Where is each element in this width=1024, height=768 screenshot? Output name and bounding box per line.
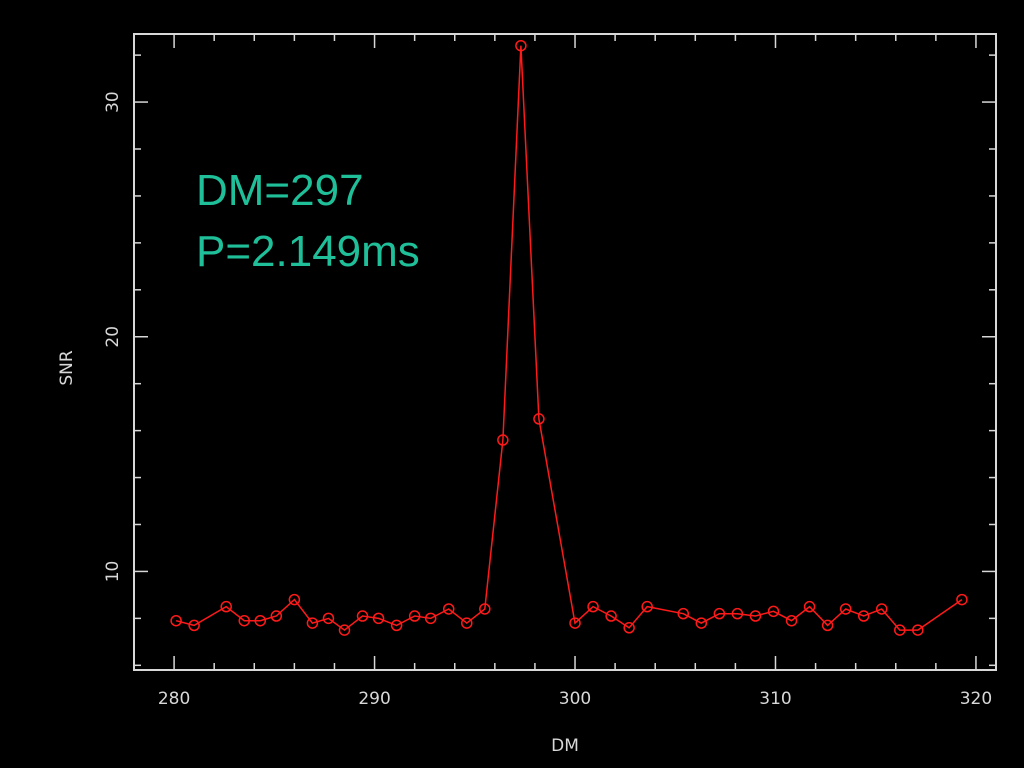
data-point [408,610,421,622]
data-point [875,603,888,615]
data-point [479,603,491,615]
axis-ticks [134,34,996,670]
data-point [497,434,509,446]
series-markers [170,39,968,636]
x-tick-label: 320 [960,689,992,709]
data-point [605,610,617,622]
axis-tick-labels: 280 290 300 310 320 10 20 30 [103,91,992,709]
data-point [749,610,762,622]
data-point [338,624,351,636]
data-point [270,610,283,622]
data-point [306,617,319,629]
data-point [677,607,690,620]
data-point [641,600,653,613]
data-point [515,39,527,52]
data-point [424,612,437,625]
data-point [533,413,545,425]
data-point [767,605,780,618]
data-point [839,603,852,615]
y-tick-label: 20 [103,326,123,348]
data-point [238,614,251,627]
data-point [372,612,385,625]
data-point [356,610,369,622]
x-tick-label: 300 [559,689,591,709]
data-point [390,619,403,632]
data-point [894,624,906,636]
data-point [288,593,301,606]
x-tick-label: 290 [358,689,390,709]
annotation-dm: DM=297 [196,166,364,215]
data-point [695,617,708,629]
data-point [322,612,335,625]
plot-frame [133,33,997,671]
data-point [442,603,455,615]
data-point [731,607,744,620]
data-point [803,600,816,613]
data-point [569,617,581,629]
data-point [170,614,182,627]
data-point [713,607,726,620]
data-point [785,614,798,627]
data-point [912,624,924,636]
data-point [623,622,635,634]
annotation-period: P=2.149ms [196,227,420,276]
y-axis-label: SNR [57,350,77,386]
data-point [220,600,232,613]
y-tick-label: 30 [103,91,123,113]
data-point [821,619,834,632]
series-line [175,45,963,632]
x-axis-label: DM [551,736,579,756]
x-tick-label: 310 [759,689,791,709]
data-point [587,600,599,613]
data-point [857,610,870,622]
data-point [188,619,200,632]
data-point [956,593,968,606]
data-point [461,617,473,629]
x-tick-label: 280 [158,689,190,709]
data-point [254,614,267,627]
y-tick-label: 10 [103,561,123,583]
